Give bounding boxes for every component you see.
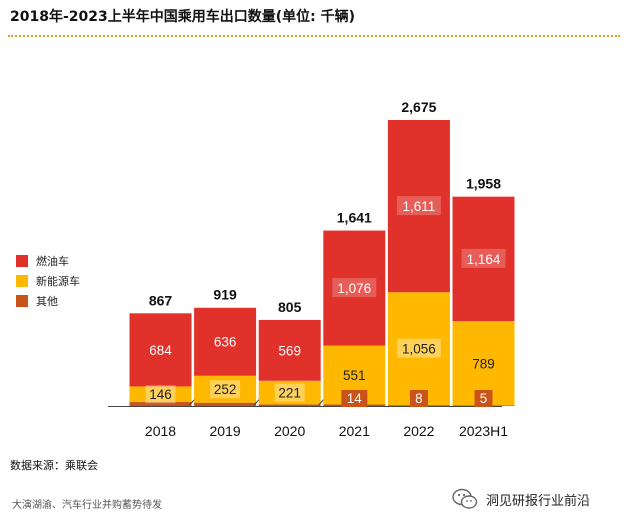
legend-item-fuel: 燃油车 (16, 251, 80, 271)
value-label-fuel-2020: 569 (278, 343, 301, 358)
total-label-2022: 2,675 (401, 99, 436, 115)
label-bg-nev-2020 (274, 383, 305, 402)
legend-label-nev: 新能源车 (36, 275, 80, 288)
legend-swatch-fuel (16, 255, 28, 267)
bar-fuel-2019 (194, 307, 257, 376)
legend-label-other: 其他 (36, 295, 58, 308)
bar-nev-2020 (258, 380, 321, 405)
value-label-other-2021: 14 (347, 391, 363, 406)
chart-title: 2018年-2023上半年中国乘用车出口数量(单位: 千辆) (10, 9, 356, 25)
bar-fuel-2022 (387, 120, 450, 293)
value-label-nev-2018: 146 (149, 387, 172, 402)
label-box-other-2022 (409, 390, 428, 407)
label-box-other-2023H1 (474, 390, 493, 407)
brand-name: 洞见研报行业前沿 (486, 493, 591, 509)
bar-other-2019 (194, 402, 257, 406)
bar-fuel-2018 (129, 313, 192, 387)
total-label-2018: 867 (149, 292, 173, 308)
bar-nev-2018 (129, 386, 192, 403)
total-label-2020: 805 (278, 299, 302, 315)
brand-watermark: 洞见研报行业前沿 (452, 488, 590, 510)
value-label-fuel-2018: 684 (149, 343, 172, 358)
value-label-fuel-2019: 636 (214, 335, 237, 350)
legend-label-fuel: 燃油车 (36, 255, 69, 268)
x-tick-label-2023H1: 2023H1 (459, 423, 508, 439)
x-tick-label-2021: 2021 (339, 423, 370, 439)
label-box-other-2021 (341, 390, 368, 407)
label-bg-fuel-2023H1 (461, 248, 506, 268)
value-label-fuel-2022: 1,611 (403, 199, 436, 214)
x-tick-label-2020: 2020 (274, 423, 305, 439)
title-divider (8, 35, 620, 37)
footnote: 大演湖渝、汽车行业并购蓄势待发 (12, 500, 162, 511)
value-label-nev-2023H1: 789 (472, 356, 495, 371)
legend-swatch-nev (16, 275, 28, 287)
label-bg-nev-2018 (145, 385, 176, 404)
data-source: 数据来源：乘联会 (10, 459, 98, 472)
bar-fuel-2020 (258, 319, 321, 381)
label-bg-nev-2019 (210, 380, 241, 399)
label-bg-fuel-2021 (332, 278, 377, 298)
x-tick-label-2018: 2018 (145, 423, 176, 439)
legend-swatch-other (16, 295, 28, 307)
label-bg-fuel-2022 (396, 196, 441, 216)
bar-other-2018 (129, 402, 192, 406)
bar-nev-2022 (387, 292, 450, 406)
value-label-nev-2020: 221 (278, 386, 301, 401)
bar-fuel-2023H1 (452, 196, 515, 322)
value-label-fuel-2021: 1,076 (337, 281, 371, 296)
value-label-nev-2021: 551 (343, 368, 366, 383)
bar-fuel-2021 (323, 230, 386, 346)
label-bg-nev-2022 (396, 338, 441, 358)
total-label-2023H1: 1,958 (466, 176, 501, 192)
legend-item-nev: 新能源车 (16, 271, 80, 291)
bar-other-2020 (258, 404, 321, 406)
bar-nev-2019 (194, 375, 257, 403)
x-tick-label-2022: 2022 (403, 423, 434, 439)
value-label-fuel-2023H1: 1,164 (467, 252, 501, 267)
x-tick-label-2019: 2019 (210, 423, 241, 439)
value-label-other-2022: 8 (415, 391, 423, 406)
total-label-2019: 919 (213, 287, 237, 303)
wechat-icon (452, 488, 478, 509)
value-label-nev-2019: 252 (214, 382, 237, 397)
value-label-other-2023H1: 5 (480, 391, 488, 406)
legend-item-other: 其他 (16, 291, 80, 311)
value-label-nev-2022: 1,056 (402, 342, 436, 357)
total-label-2021: 1,641 (337, 210, 372, 226)
chart-legend: 燃油车 新能源车 其他 (16, 251, 80, 311)
